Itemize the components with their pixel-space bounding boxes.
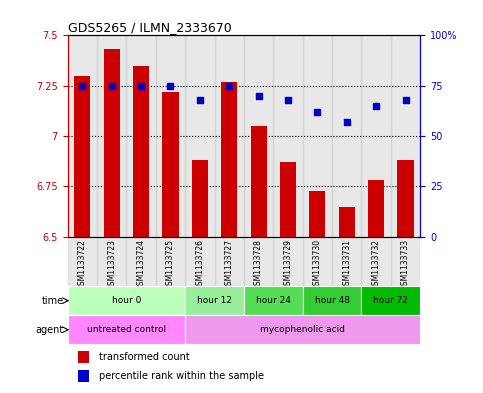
- Point: [78, 83, 86, 89]
- Bar: [273, 237, 303, 286]
- Bar: [339, 207, 355, 237]
- Bar: [221, 82, 237, 237]
- Point: [255, 93, 262, 99]
- Bar: [74, 76, 90, 237]
- Bar: [244, 35, 273, 237]
- Bar: [162, 92, 179, 237]
- Text: GSM1133726: GSM1133726: [195, 239, 204, 290]
- Text: GSM1133728: GSM1133728: [254, 239, 263, 290]
- Text: GSM1133729: GSM1133729: [284, 239, 293, 290]
- Bar: [361, 35, 391, 237]
- Bar: [251, 126, 267, 237]
- Bar: [332, 35, 361, 237]
- Bar: [303, 237, 332, 286]
- Bar: [185, 315, 420, 344]
- Bar: [97, 35, 127, 237]
- Bar: [104, 50, 120, 237]
- Bar: [192, 160, 208, 237]
- Point: [284, 97, 292, 103]
- Bar: [309, 191, 326, 237]
- Bar: [185, 286, 244, 315]
- Bar: [97, 237, 127, 286]
- Bar: [244, 237, 273, 286]
- Bar: [214, 35, 244, 237]
- Bar: [332, 237, 361, 286]
- Point: [108, 83, 115, 89]
- Bar: [303, 35, 332, 237]
- Bar: [361, 237, 391, 286]
- Bar: [368, 180, 384, 237]
- Text: time: time: [42, 296, 64, 306]
- Text: hour 12: hour 12: [197, 296, 232, 305]
- Bar: [68, 315, 185, 344]
- Text: GSM1133733: GSM1133733: [401, 239, 410, 290]
- Bar: [156, 237, 185, 286]
- Bar: [68, 237, 97, 286]
- Text: GDS5265 / ILMN_2333670: GDS5265 / ILMN_2333670: [68, 21, 231, 34]
- Text: hour 48: hour 48: [314, 296, 350, 305]
- Text: GSM1133723: GSM1133723: [107, 239, 116, 290]
- Bar: [280, 162, 296, 237]
- Point: [137, 83, 145, 89]
- Bar: [68, 286, 185, 315]
- Point: [313, 109, 321, 115]
- Text: GSM1133730: GSM1133730: [313, 239, 322, 290]
- Bar: [78, 370, 89, 382]
- Point: [196, 97, 204, 103]
- Text: GSM1133722: GSM1133722: [78, 239, 87, 290]
- Bar: [391, 237, 420, 286]
- Bar: [391, 35, 420, 237]
- Bar: [303, 286, 361, 315]
- Bar: [185, 237, 214, 286]
- Text: mycophenolic acid: mycophenolic acid: [260, 325, 345, 334]
- Bar: [78, 351, 89, 363]
- Text: transformed count: transformed count: [99, 352, 190, 362]
- Text: untreated control: untreated control: [87, 325, 166, 334]
- Text: agent: agent: [36, 325, 64, 335]
- Text: hour 0: hour 0: [112, 296, 141, 305]
- Text: GSM1133732: GSM1133732: [371, 239, 381, 290]
- Bar: [68, 35, 97, 237]
- Bar: [127, 237, 156, 286]
- Bar: [127, 35, 156, 237]
- Text: GSM1133727: GSM1133727: [225, 239, 234, 290]
- Point: [402, 97, 410, 103]
- Bar: [156, 35, 185, 237]
- Text: GSM1133724: GSM1133724: [137, 239, 145, 290]
- Text: hour 24: hour 24: [256, 296, 291, 305]
- Bar: [214, 237, 244, 286]
- Text: percentile rank within the sample: percentile rank within the sample: [99, 371, 264, 381]
- Text: hour 72: hour 72: [373, 296, 408, 305]
- Point: [372, 103, 380, 109]
- Text: GSM1133731: GSM1133731: [342, 239, 351, 290]
- Point: [343, 119, 351, 125]
- Bar: [273, 35, 303, 237]
- Point: [167, 83, 174, 89]
- Bar: [361, 286, 420, 315]
- Bar: [398, 160, 413, 237]
- Bar: [244, 286, 303, 315]
- Point: [226, 83, 233, 89]
- Bar: [185, 35, 214, 237]
- Text: GSM1133725: GSM1133725: [166, 239, 175, 290]
- Bar: [133, 66, 149, 237]
